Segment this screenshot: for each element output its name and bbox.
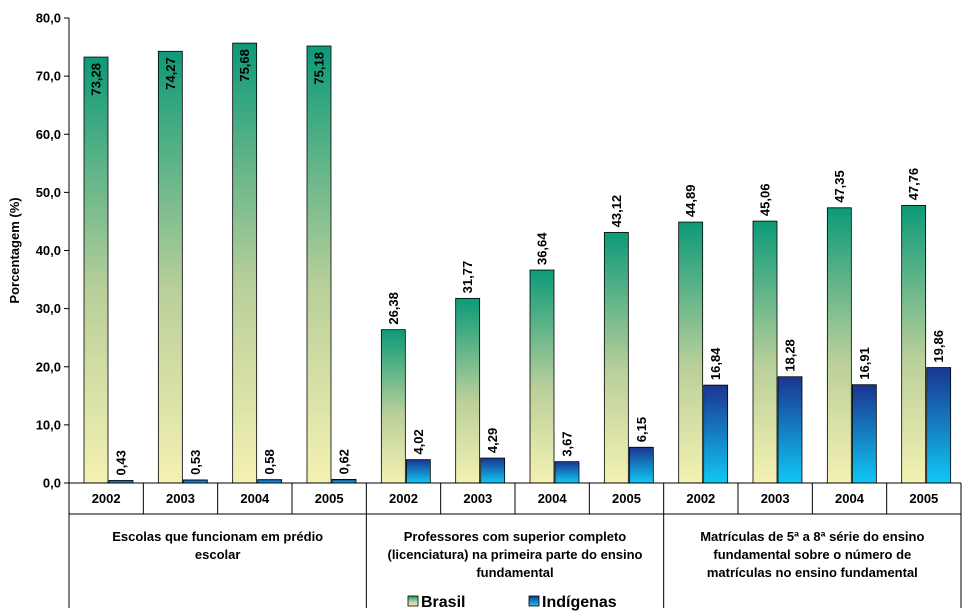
data-label-indigenas: 4,02 <box>411 429 426 454</box>
bar-indigenas <box>331 478 357 484</box>
bar-brasil <box>752 220 778 484</box>
y-tick-label: 50,0 <box>36 185 61 200</box>
group-label: Professores com superior completo <box>404 529 627 544</box>
x-tick-label: 2002 <box>92 491 121 506</box>
bar-indigenas <box>405 459 431 484</box>
data-label-brasil: 73,28 <box>89 63 104 96</box>
bar-brasil <box>529 269 555 484</box>
bar-indigenas <box>851 384 877 484</box>
group-label: Escolas que funcionam em prédio <box>112 529 323 544</box>
x-tick-label: 2004 <box>240 491 270 506</box>
y-axis-label: Porcentagem (%) <box>7 197 22 303</box>
x-tick-label: 2005 <box>612 491 641 506</box>
data-label-indigenas: 16,84 <box>708 347 723 380</box>
bar-indigenas <box>628 446 654 484</box>
data-label-brasil: 44,89 <box>683 185 698 218</box>
data-label-indigenas: 0,62 <box>337 449 352 474</box>
bar-indigenas <box>926 367 952 484</box>
data-label-indigenas: 6,15 <box>634 417 649 442</box>
bar-brasil <box>901 204 927 484</box>
data-label-brasil: 47,76 <box>906 168 921 201</box>
bar-brasil <box>83 56 109 484</box>
y-tick-label: 0,0 <box>43 476 61 491</box>
data-label-brasil: 26,38 <box>386 292 401 325</box>
legend-label-brasil: Brasil <box>421 594 465 611</box>
bar-indigenas <box>257 479 283 484</box>
data-label-indigenas: 0,43 <box>114 450 129 475</box>
x-tick-label: 2005 <box>315 491 344 506</box>
bar-brasil <box>306 45 332 484</box>
data-label-indigenas: 0,53 <box>188 450 203 475</box>
data-label-indigenas: 16,91 <box>857 347 872 380</box>
y-tick-label: 80,0 <box>36 11 61 26</box>
group-label: escolar <box>195 547 241 562</box>
group-label: (licenciatura) na primeira parte do ensi… <box>387 547 642 562</box>
y-tick-label: 70,0 <box>36 69 61 84</box>
axes: 0,0 10,0 20,0 30,0 40,0 50,0 60,0 70,0 80,0 Porce… <box>7 11 70 491</box>
x-tick-label: 2003 <box>761 491 790 506</box>
bar-brasil <box>603 231 629 484</box>
y-tick-label: 30,0 <box>36 301 61 316</box>
x-tick-label: 2004 <box>538 491 568 506</box>
bar-brasil <box>678 221 704 484</box>
data-label-indigenas: 19,86 <box>931 330 946 363</box>
legend-swatch-brasil <box>407 595 419 607</box>
bar-indigenas <box>480 457 506 484</box>
x-axis-table: 2002 2003 2004 2005 2002 2003 2004 2005 2002 2003… <box>68 482 962 608</box>
y-tick-label: 60,0 <box>36 127 61 142</box>
x-tick-label: 2002 <box>389 491 418 506</box>
bar-brasil <box>232 42 258 484</box>
y-tick-label: 20,0 <box>36 359 61 374</box>
legend: Brasil Indígenas <box>407 594 617 611</box>
bar-indigenas <box>554 461 580 484</box>
data-label-brasil: 75,68 <box>237 49 252 82</box>
data-label-indigenas: 0,58 <box>262 449 277 474</box>
bars: 73,28 0,43 74,27 0,53 75,68 0,58 75,18 0,62 26,3… <box>83 42 952 484</box>
group-label: fundamental <box>476 565 553 580</box>
legend-label-indigenas: Indígenas <box>542 594 617 611</box>
data-label-brasil: 74,27 <box>163 57 178 90</box>
data-label-brasil: 45,06 <box>758 184 773 217</box>
data-label-indigenas: 3,67 <box>560 431 575 456</box>
y-tick-label: 10,0 <box>36 417 61 432</box>
data-label-brasil: 75,18 <box>312 52 327 85</box>
bar-brasil <box>826 207 852 484</box>
bar-brasil <box>455 297 481 484</box>
x-tick-label: 2002 <box>686 491 715 506</box>
x-tick-label: 2003 <box>166 491 195 506</box>
group-label: matrículas no ensino fundamental <box>707 565 918 580</box>
bar-indigenas <box>703 384 729 484</box>
bar-brasil <box>380 329 406 484</box>
group-label: Matrículas de 5ª a 8ª série do ensino <box>700 529 924 544</box>
data-label-brasil: 47,35 <box>832 170 847 203</box>
data-label-indigenas: 4,29 <box>485 428 500 453</box>
bar-indigenas <box>777 376 803 484</box>
x-tick-label: 2005 <box>909 491 938 506</box>
y-tick-label: 40,0 <box>36 243 61 258</box>
x-tick-label: 2003 <box>463 491 492 506</box>
x-tick-label: 2004 <box>835 491 865 506</box>
data-label-brasil: 36,64 <box>535 232 550 265</box>
legend-swatch-indigenas <box>528 595 540 607</box>
group-label: fundamental sobre o número de <box>713 547 911 562</box>
bar-brasil <box>157 50 183 484</box>
data-label-brasil: 31,77 <box>460 261 475 294</box>
data-label-brasil: 43,12 <box>609 195 624 228</box>
data-label-indigenas: 18,28 <box>783 339 798 372</box>
